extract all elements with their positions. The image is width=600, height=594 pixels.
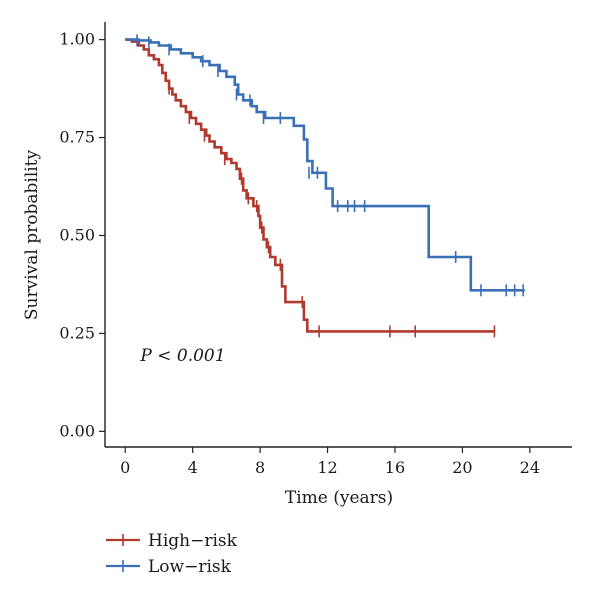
x-tick-label: 8 (255, 458, 265, 477)
legend-label: Low−risk (148, 557, 232, 577)
p-value-annotation: P < 0.001 (139, 346, 225, 366)
legend: High−risk Low−risk (106, 531, 238, 577)
y-ticks: 0.00 0.25 0.50 0.75 1.00 (59, 30, 105, 440)
x-tick-label: 24 (520, 458, 540, 477)
y-tick-label: 0.75 (59, 128, 95, 147)
y-tick-label: 1.00 (59, 30, 95, 49)
series-curve-1 (125, 38, 525, 292)
x-tick-label: 4 (188, 458, 198, 477)
series-curve-0 (125, 38, 495, 333)
y-tick-label: 0.50 (59, 225, 95, 244)
x-ticks: 0 4 8 12 16 20 24 (120, 447, 540, 477)
y-tick-label: 0.25 (59, 323, 95, 342)
y-axis-title: Survival probability (22, 149, 42, 320)
x-tick-label: 20 (452, 458, 472, 477)
y-tick-label: 0.00 (59, 421, 95, 440)
series-curves (125, 34, 525, 338)
x-tick-label: 0 (120, 458, 130, 477)
x-tick-label: 16 (385, 458, 405, 477)
x-tick-label: 12 (317, 458, 337, 477)
x-axis-title: Time (years) (285, 488, 393, 508)
legend-label: High−risk (148, 531, 238, 551)
